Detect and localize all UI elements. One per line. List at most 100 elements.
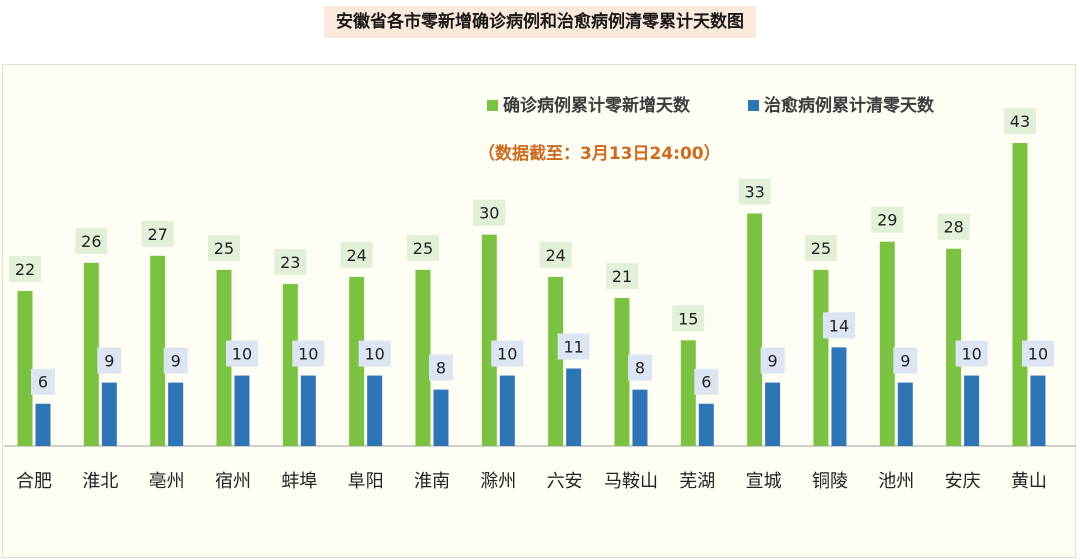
data-label-confirmed: 21 (612, 267, 632, 286)
bar-confirmed (83, 262, 99, 446)
data-label-cured: 9 (768, 352, 778, 371)
data-label-bg-confirmed (9, 256, 41, 282)
data-label-confirmed: 27 (147, 225, 167, 244)
data-label-bg-cured (893, 347, 918, 374)
bar-cured (831, 347, 847, 446)
data-label-bg-confirmed (207, 234, 240, 261)
data-label-bg-confirmed (340, 241, 373, 268)
bar-cured (632, 389, 648, 446)
data-cutoff-note: （数据截至：3月13日24:00） (478, 143, 721, 164)
data-label-confirmed: 24 (346, 246, 366, 265)
x-tick-label: 黄山 (1011, 471, 1047, 492)
data-label-bg-confirmed (141, 220, 174, 247)
data-label-cured: 9 (171, 352, 181, 371)
bar-cured (566, 368, 582, 446)
data-label-cured: 11 (563, 338, 583, 357)
bar-confirmed (680, 340, 696, 446)
data-label-bg-confirmed (605, 263, 638, 290)
bar-confirmed (1012, 143, 1028, 446)
chart-title: 安徽省各市零新增确诊病例和治愈病例清零累计天数图 (324, 6, 756, 38)
bar-cured (897, 382, 913, 446)
bar-confirmed (415, 269, 431, 446)
x-tick-label: 池州 (878, 471, 914, 492)
data-label-bg-confirmed (672, 305, 705, 332)
data-label-bg-cured (163, 347, 188, 374)
data-label-cured: 10 (298, 345, 318, 364)
data-label-bg-confirmed (473, 199, 506, 226)
bar-cured (101, 382, 117, 446)
data-label-bg-cured (225, 340, 258, 367)
data-label-confirmed: 29 (877, 211, 897, 230)
bar-cured (367, 375, 383, 446)
bar-confirmed (481, 234, 497, 446)
bar-confirmed (747, 213, 763, 446)
x-tick-label: 宣城 (746, 471, 782, 492)
bar-confirmed (150, 255, 166, 446)
x-tick-label: 马鞍山 (604, 471, 658, 492)
legend-swatch-cured (748, 100, 759, 111)
data-label-cured: 6 (701, 373, 711, 392)
bar-confirmed (879, 241, 895, 446)
bar-cured (964, 375, 980, 446)
data-label-cured: 10 (232, 345, 252, 364)
data-label-bg-confirmed (1003, 108, 1036, 135)
data-label-cured: 10 (961, 345, 981, 364)
bars-layer: 合肥 22 6 淮北 26 9 亳州 27 9 宿州 25 10 蚌埠 23 10 阜阳 24 10 淮南 25 8 滁州… (9, 108, 1054, 492)
data-label-bg-cured (955, 340, 988, 367)
bar-cured (234, 375, 250, 446)
bar-confirmed (282, 283, 298, 446)
data-label-confirmed: 24 (545, 246, 565, 265)
data-label-confirmed: 30 (479, 204, 499, 223)
x-tick-label: 阜阳 (348, 471, 384, 492)
bar-cured (300, 375, 316, 446)
data-label-bg-cured (822, 312, 855, 339)
chart-panel (2, 64, 1076, 558)
data-label-bg-cured (428, 354, 453, 381)
bar-confirmed (946, 248, 962, 446)
data-label-cured: 8 (635, 359, 645, 378)
data-label-cured: 10 (497, 345, 517, 364)
data-label-bg-cured (358, 340, 391, 367)
data-label-cured: 9 (104, 352, 114, 371)
data-label-bg-confirmed (937, 213, 970, 240)
data-label-bg-confirmed (75, 227, 108, 254)
x-tick-label: 宿州 (215, 471, 251, 492)
data-label-cured: 6 (38, 373, 48, 392)
bar-cured (698, 403, 714, 446)
data-label-confirmed: 25 (413, 239, 433, 258)
data-label-bg-confirmed (274, 248, 307, 275)
data-label-confirmed: 22 (15, 260, 35, 279)
x-tick-label: 芜湖 (679, 471, 715, 492)
data-label-confirmed: 25 (811, 239, 831, 258)
data-label-bg-cured (1021, 340, 1054, 367)
bar-confirmed (548, 276, 564, 446)
data-label-confirmed: 23 (280, 253, 300, 272)
x-tick-label: 铜陵 (812, 471, 848, 492)
data-label-bg-confirmed (539, 241, 572, 268)
data-label-bg-cured (97, 347, 122, 374)
x-tick-label: 滁州 (480, 471, 516, 492)
data-label-cured: 8 (436, 359, 446, 378)
data-label-bg-cured (557, 333, 590, 360)
legend-label-confirmed: 确诊病例累计零新增天数 (503, 95, 691, 116)
data-label-bg-cured (760, 347, 785, 374)
bar-confirmed (813, 269, 829, 446)
data-label-confirmed: 26 (81, 232, 101, 251)
data-label-bg-confirmed (738, 178, 771, 205)
data-label-confirmed: 15 (678, 309, 698, 328)
bar-confirmed (349, 276, 365, 446)
data-label-cured: 9 (900, 352, 910, 371)
data-label-bg-cured (491, 340, 524, 367)
data-label-bg-cured (292, 340, 325, 367)
x-tick-label: 淮北 (82, 471, 118, 492)
x-tick-label: 合肥 (16, 471, 52, 492)
data-label-confirmed: 43 (1010, 112, 1030, 131)
bar-cured (765, 382, 781, 446)
bar-cured (168, 382, 184, 446)
bar-cured (433, 389, 449, 446)
data-label-confirmed: 28 (943, 218, 963, 237)
bar-confirmed (614, 298, 630, 446)
data-label-bg-cured (31, 368, 55, 395)
data-label-cured: 10 (1028, 345, 1048, 364)
bar-cured (35, 403, 51, 446)
